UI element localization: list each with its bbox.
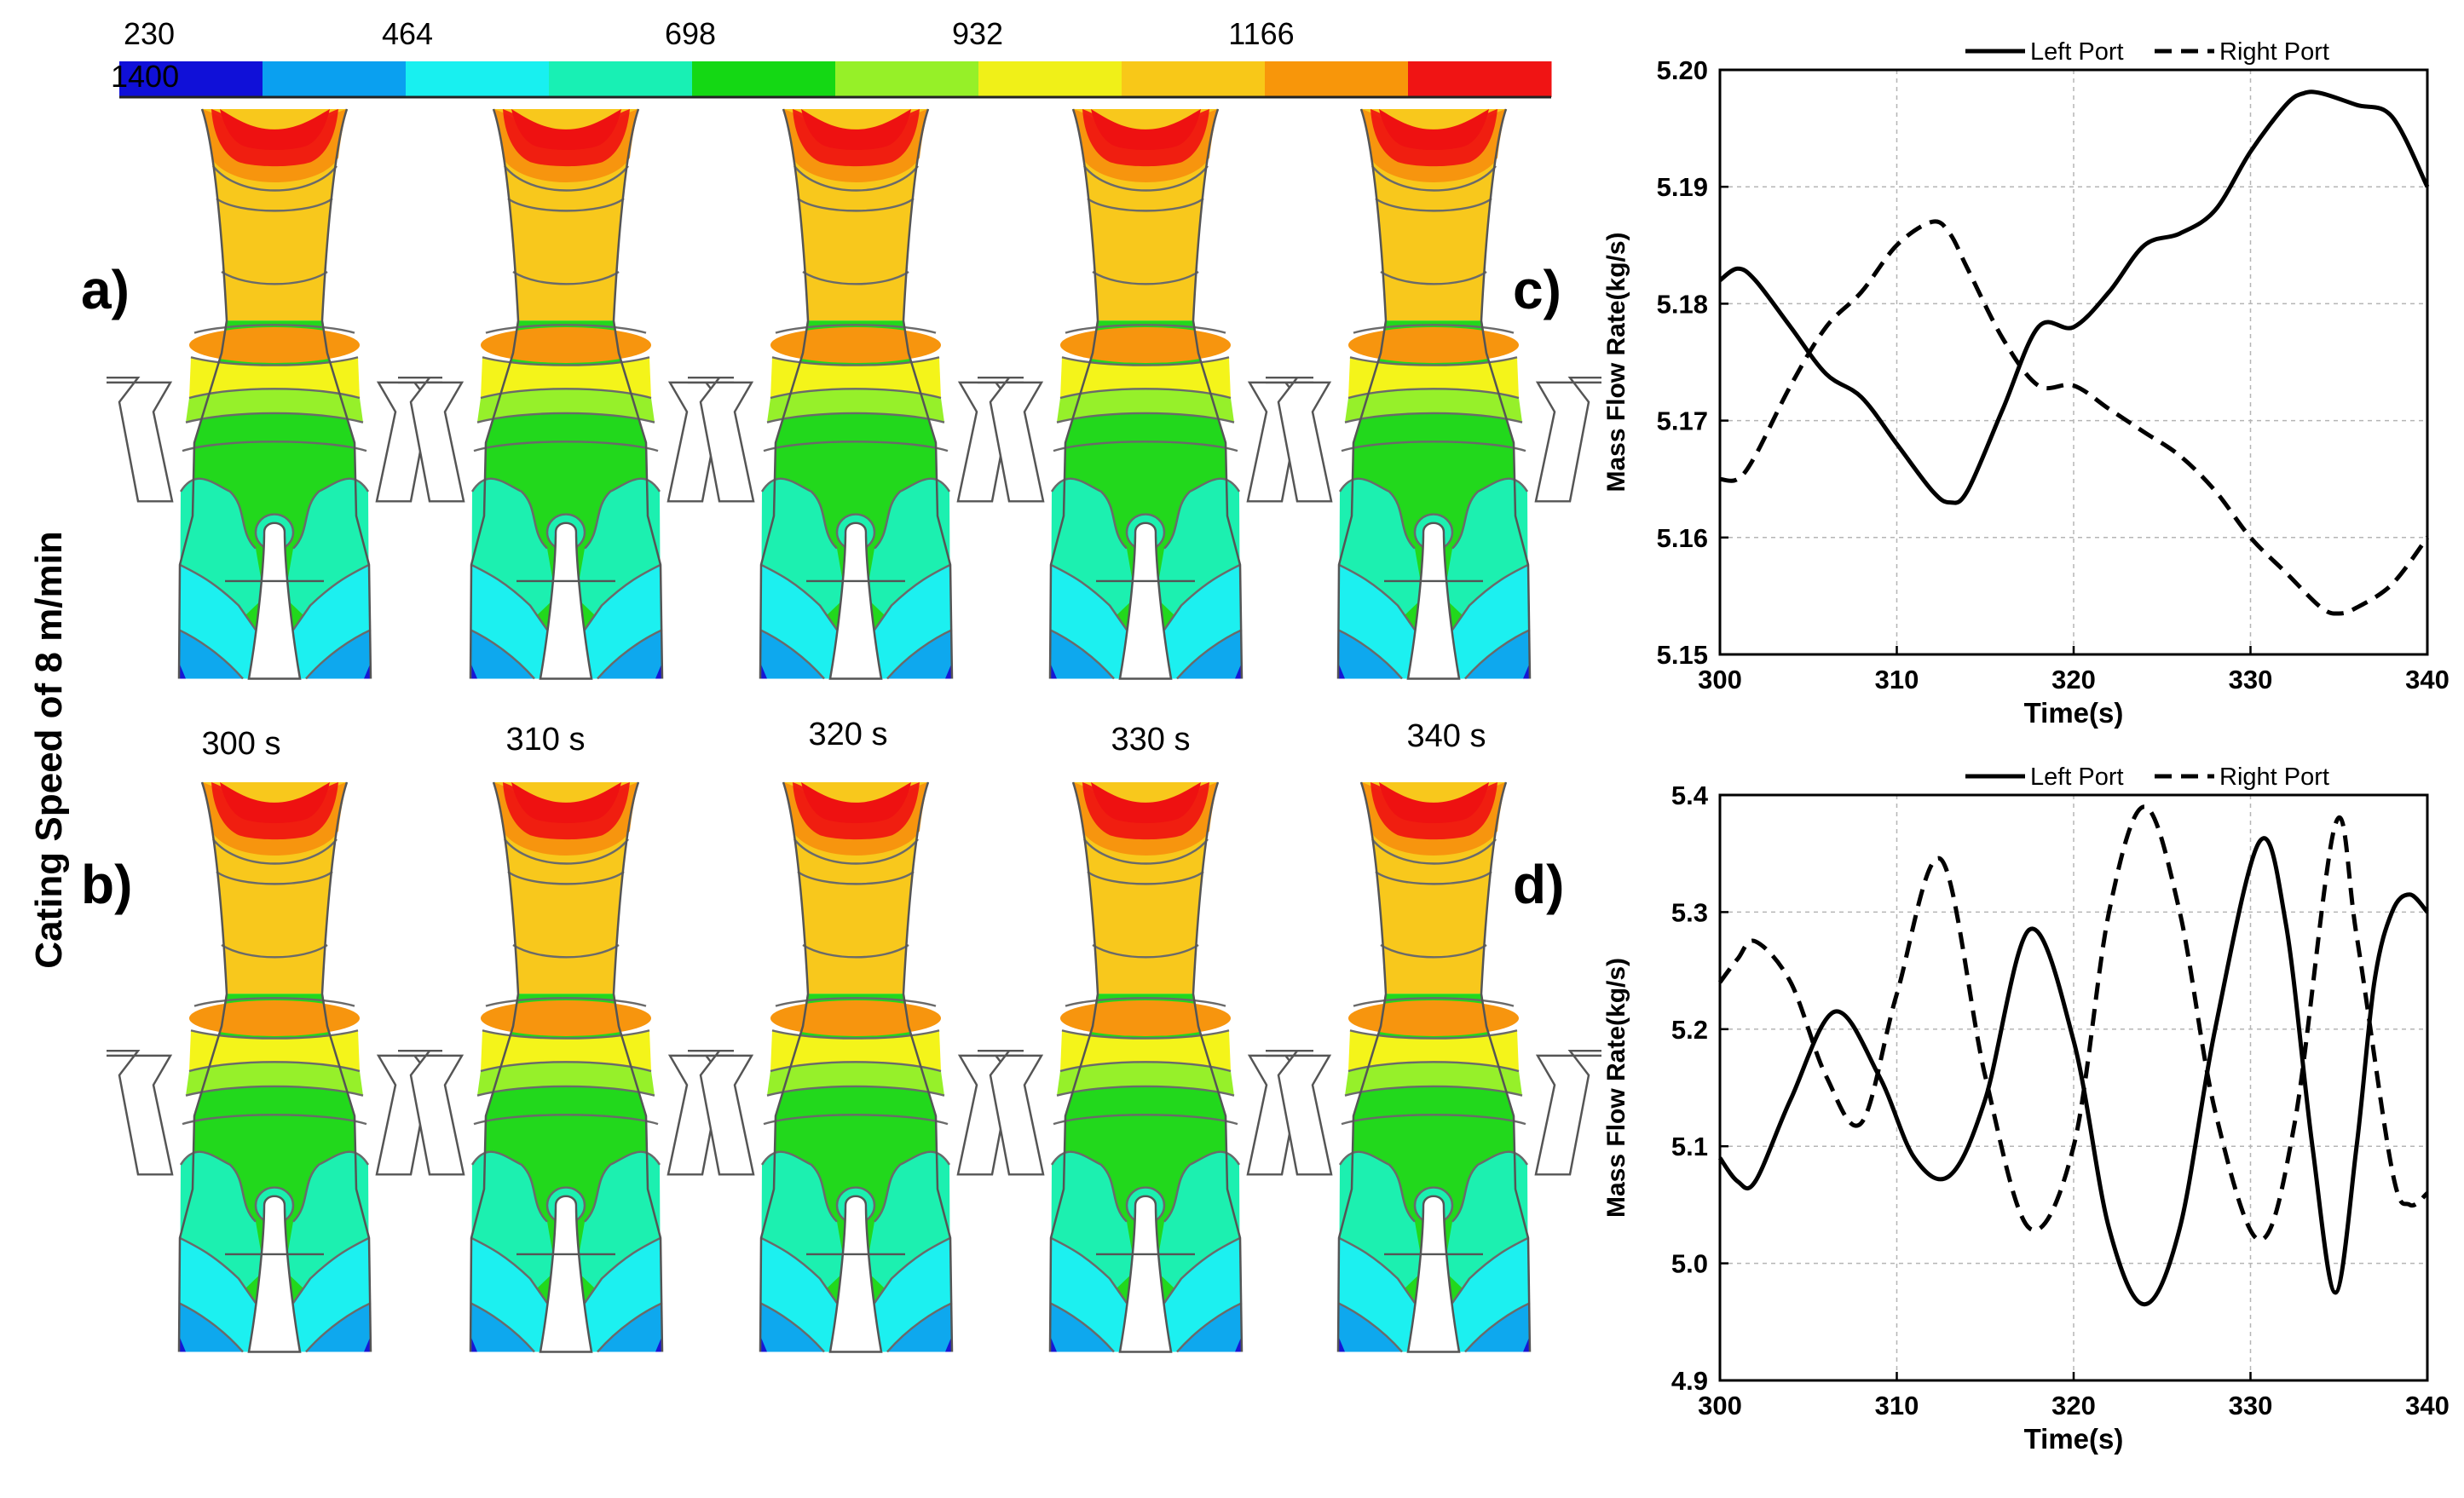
panel-label-c: c) [1513,259,1561,320]
y-tick-label: 5.2 [1671,1015,1708,1045]
panel-label-b: b) [81,854,132,915]
colorbar-end-label: 1400 [111,59,179,94]
time-label-320: 320 s [809,717,888,752]
colorbar-segment [1408,61,1552,97]
y-tick-label: 5.15 [1657,640,1708,670]
contour-plot-a-320 [686,107,1025,680]
contour-plot-a-340 [1264,107,1603,680]
y-tick-label: 5.16 [1657,523,1708,553]
colorbar-tick-label: 932 [952,16,1003,51]
x-tick-label: 300 [1698,1391,1742,1420]
legend-label-right-port: Right Port [2219,763,2329,791]
contour-plot-a-310 [396,107,736,680]
y-tick-label: 5.19 [1657,172,1708,202]
contour-plot-b-300 [105,781,444,1353]
time-label-300: 300 s [202,726,281,762]
series-line-right-port [1719,219,2430,616]
time-label-340: 340 s [1407,718,1486,754]
y-axis-title: Mass Flow Rate(kg/s) [1602,232,1630,492]
colorbar-segment [549,61,693,97]
legend-label-left-port: Left Port [2030,38,2124,66]
y-tick-label: 5.0 [1671,1249,1708,1279]
colorbar-tick-label: 464 [382,16,433,51]
x-axis-title: Time(s) [2024,1423,2124,1455]
colorbar [119,61,1552,99]
colorbar-segment [1265,61,1409,97]
x-axis-title: Time(s) [2024,697,2124,729]
contour-plot-a-330 [976,107,1315,680]
colorbar-segment [263,61,407,97]
contour-plot-b-310 [396,781,736,1353]
y-tick-label: 5.20 [1657,55,1708,85]
y-tick-label: 5.3 [1671,897,1708,927]
colorbar-ticks: 230 464 698 932 1166 [124,16,1295,51]
x-tick-label: 340 [2405,1391,2450,1420]
colorbar-segment [406,61,550,97]
time-label-330: 330 s [1111,722,1191,758]
panel-label-d: d) [1513,854,1564,915]
colorbar-segment [1122,61,1266,97]
series-line-left-port [1718,89,2430,505]
colorbar-segment [119,61,263,97]
colorbar-segment [835,61,979,97]
contour-plot-a-300 [105,107,444,680]
chart-c: 300 310 320 330 340 5.15 5.16 5.17 5.18 5.19 5.20 T… [1602,38,2450,729]
x-tick-label: 310 [1875,665,1919,694]
colorbar-tick-label: 230 [124,16,175,51]
series-line-right-port [1717,804,2429,1242]
y-tick-label: 5.4 [1671,781,1709,810]
y-tick-label: 5.17 [1657,406,1708,436]
vertical-title: Cating Speed of 8 m/min [28,531,70,968]
y-tick-label: 5.1 [1671,1132,1708,1161]
legend-label-left-port: Left Port [2030,763,2124,791]
time-labels: 300 s 310 s 320 s 330 s 340 s [202,717,1486,762]
contour-row-b [105,781,1603,1353]
y-tick-label: 5.18 [1657,289,1708,319]
legend-label-right-port: Right Port [2219,38,2329,66]
series-line-left-port [1717,836,2429,1307]
x-tick-label: 320 [2051,665,2096,694]
x-tick-label: 320 [2051,1391,2096,1420]
colorbar-tick-label: 698 [665,16,716,51]
colorbar-tick-label: 1166 [1228,16,1294,51]
contour-row-a [105,107,1603,680]
colorbar-segment [978,61,1122,97]
contour-plot-b-320 [686,781,1025,1353]
contour-plot-b-330 [976,781,1315,1353]
x-tick-label: 330 [2229,665,2273,694]
y-axis-title: Mass Flow Rate(kg/s) [1602,958,1630,1218]
panel-label-a: a) [81,259,130,320]
x-tick-label: 300 [1698,665,1742,694]
x-tick-label: 310 [1875,1391,1919,1420]
time-label-310: 310 s [506,722,586,758]
chart-d: 300 310 320 330 340 4.9 5.0 5.1 5.2 5.3 5.4 Time(s)… [1602,763,2450,1455]
colorbar-segment [692,61,836,97]
y-tick-label: 4.9 [1671,1366,1708,1396]
x-tick-label: 330 [2229,1391,2273,1420]
x-tick-label: 340 [2405,665,2450,694]
